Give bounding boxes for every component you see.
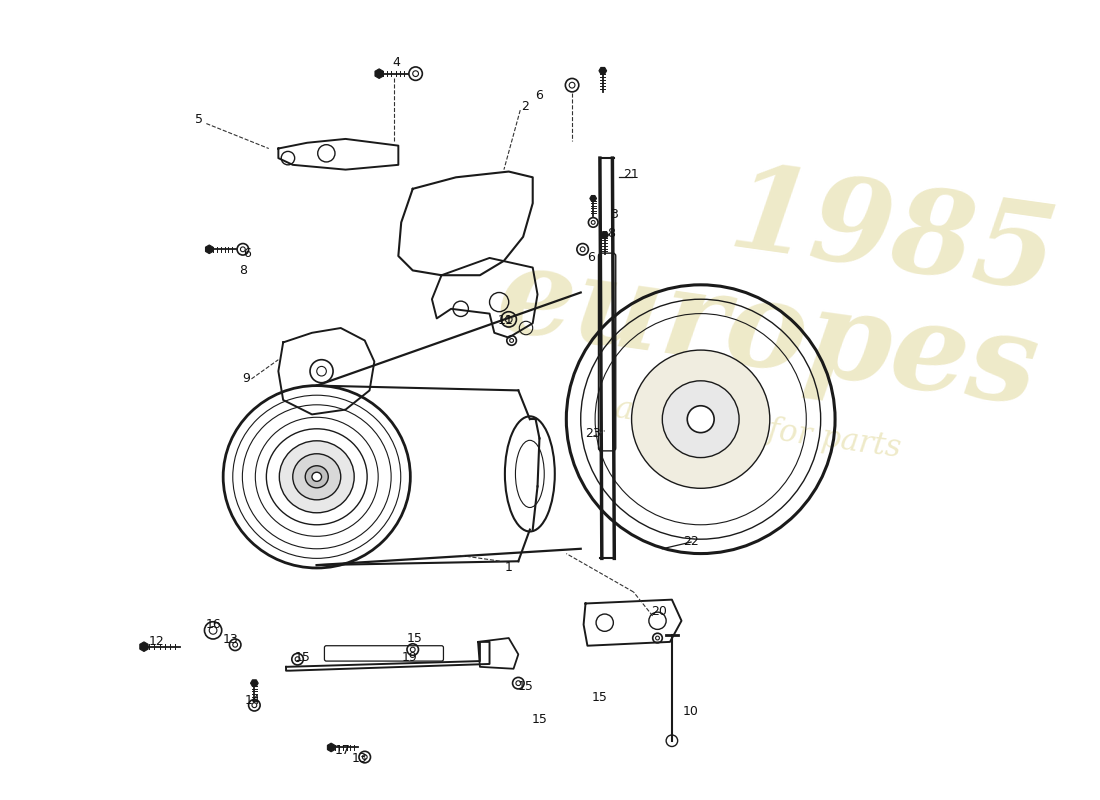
Polygon shape [601, 231, 608, 238]
Text: a passion for parts: a passion for parts [614, 394, 903, 464]
Text: 16: 16 [206, 618, 221, 631]
Text: 19: 19 [402, 650, 418, 664]
Polygon shape [590, 195, 596, 202]
Text: 3: 3 [610, 208, 618, 222]
Circle shape [662, 381, 739, 458]
Circle shape [688, 406, 714, 433]
Text: 12: 12 [148, 635, 164, 648]
Polygon shape [375, 69, 383, 78]
Polygon shape [600, 67, 606, 74]
Text: 4: 4 [393, 56, 400, 69]
Text: 8: 8 [239, 264, 246, 277]
Text: 8: 8 [607, 227, 615, 241]
Text: 15: 15 [531, 713, 548, 726]
Ellipse shape [312, 472, 321, 482]
Text: 23: 23 [585, 427, 601, 440]
Polygon shape [328, 743, 334, 752]
Text: 1985: 1985 [722, 157, 1064, 317]
Polygon shape [206, 245, 213, 254]
Ellipse shape [305, 466, 328, 488]
Ellipse shape [293, 454, 341, 500]
Text: 22: 22 [683, 534, 698, 547]
Text: 6: 6 [587, 251, 595, 265]
Text: 15: 15 [407, 631, 422, 645]
Text: 11: 11 [498, 314, 514, 327]
Ellipse shape [279, 441, 354, 513]
Text: europes: europes [490, 236, 1046, 430]
Text: 14: 14 [244, 694, 261, 707]
Text: 15: 15 [295, 650, 310, 664]
Text: 21: 21 [623, 168, 638, 181]
Polygon shape [140, 642, 148, 651]
Text: 15: 15 [518, 679, 534, 693]
Text: 9: 9 [242, 372, 250, 386]
Text: 2: 2 [521, 100, 529, 113]
Text: 10: 10 [683, 706, 698, 718]
Text: 5: 5 [195, 114, 202, 126]
Polygon shape [251, 680, 258, 686]
Text: 15: 15 [592, 691, 608, 704]
Text: 13: 13 [352, 751, 367, 765]
Text: 13: 13 [222, 634, 239, 646]
Circle shape [631, 350, 770, 488]
Text: 20: 20 [651, 605, 668, 618]
Text: 6: 6 [536, 90, 543, 102]
Text: 17: 17 [334, 744, 351, 757]
Text: 1: 1 [505, 562, 513, 574]
Text: 6: 6 [243, 246, 251, 260]
